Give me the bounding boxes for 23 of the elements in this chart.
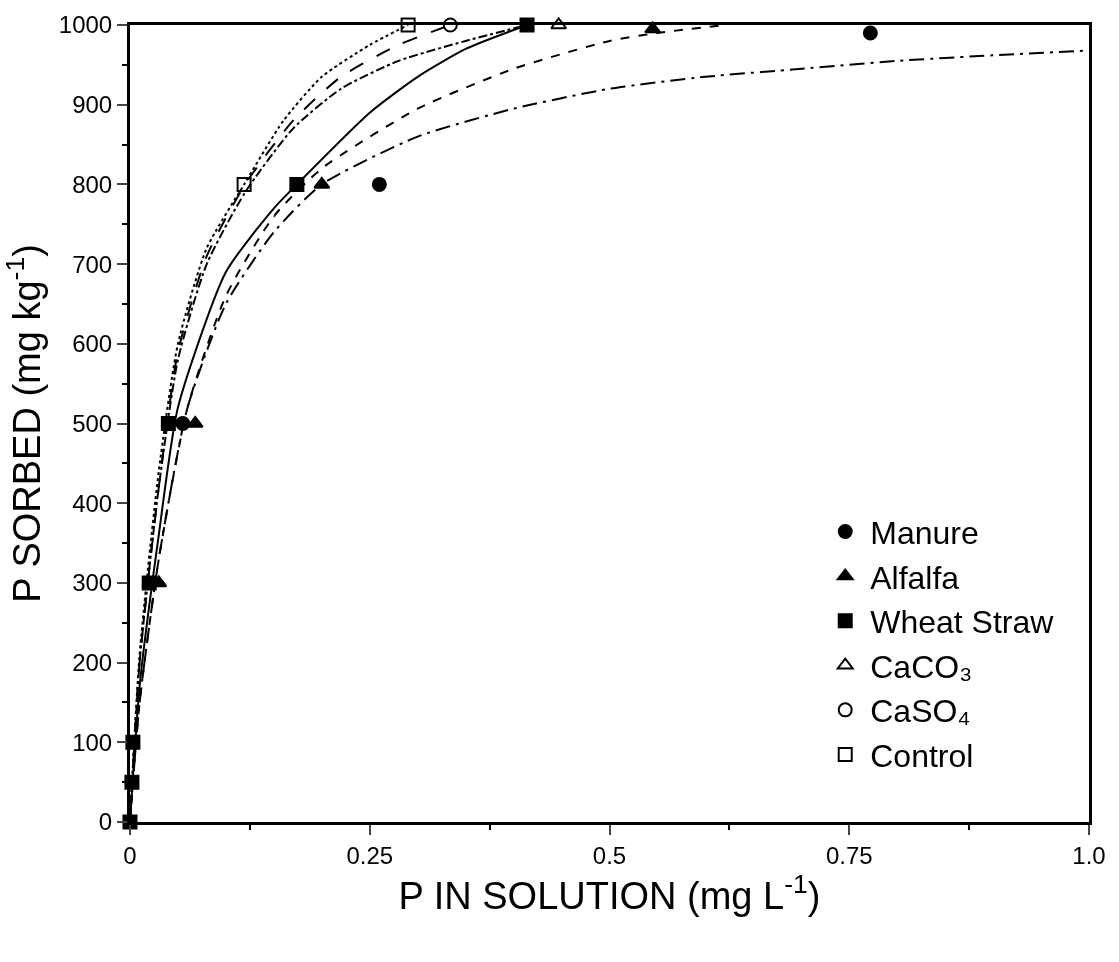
legend-label: Alfalfa [870, 559, 960, 596]
y-tick-label: 600 [72, 330, 113, 358]
y-tick-label: 500 [72, 409, 113, 437]
y-tick-label: 100 [72, 728, 113, 756]
y-tick-label: 300 [72, 569, 113, 597]
legend-label: Control [870, 737, 974, 774]
legend-label: Manure [870, 514, 979, 551]
y-tick-label: 400 [72, 489, 113, 517]
y-tick-label: 0 [98, 808, 113, 836]
y-tick-label: 700 [72, 250, 113, 278]
x-tick-label: 0.75 [825, 841, 873, 869]
y-tick-label: 1000 [58, 11, 113, 39]
legend-label: CaSO₄ [870, 693, 971, 730]
x-axis-title: P IN SOLUTION (mg L$^{-1}$) [398, 868, 821, 917]
legend-label: Wheat Straw [870, 604, 1055, 641]
y-tick-label: 200 [72, 649, 113, 676]
x-tick-label: 0 [123, 841, 137, 869]
y-tick-label: 800 [72, 170, 113, 198]
x-tick-label: 1.0 [1072, 841, 1106, 869]
x-tick-label: 0.25 [346, 841, 394, 869]
y-tick-label: 900 [72, 91, 113, 119]
legend-label: CaCO₃ [870, 648, 973, 685]
x-tick-label: 0.5 [592, 841, 627, 869]
